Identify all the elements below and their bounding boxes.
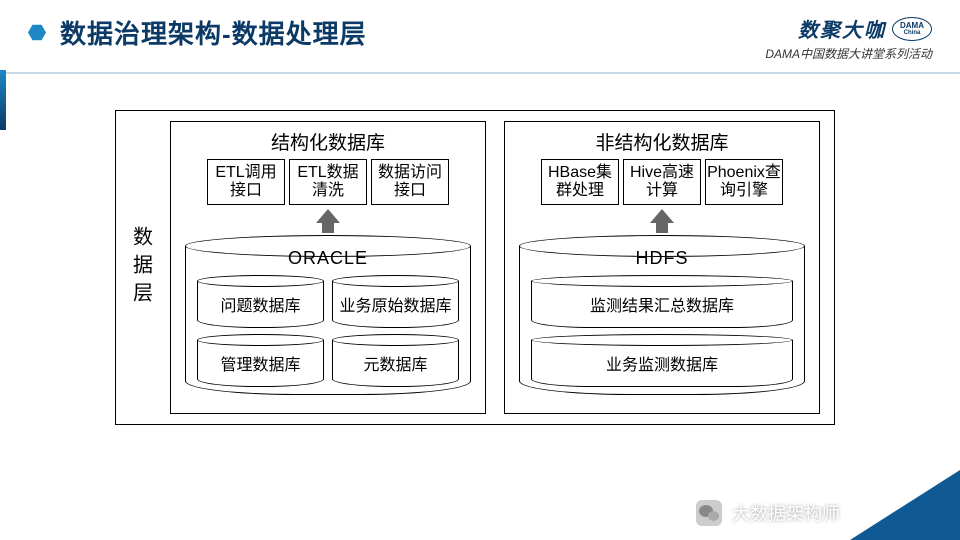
corner-decoration	[850, 470, 960, 540]
db-label: ORACLE	[185, 248, 471, 269]
db-cylinder: ORACLE 问题数据库 业务原始数据库 管理数据库 元数据库	[185, 235, 471, 395]
logo-bottom: China	[904, 30, 921, 36]
header: 数据治理架构-数据处理层 数聚大咖 DAMA China DAMA中国数据大讲堂…	[0, 0, 960, 74]
sub-db: 业务监测数据库	[531, 334, 793, 387]
brand-top: 数聚大咖 DAMA China	[765, 14, 932, 43]
box: ETL数据清洗	[289, 159, 367, 205]
box: ETL调用接口	[207, 159, 285, 205]
panel-structured: 结构化数据库 ETL调用接口 ETL数据清洗 数据访问接口 ORACLE 问题数…	[170, 121, 486, 414]
panel-unstructured: 非结构化数据库 HBase集群处理 Hive高速计算 Phoenix查询引擎 H…	[504, 121, 820, 414]
boxes-row: HBase集群处理 Hive高速计算 Phoenix查询引擎	[505, 159, 819, 205]
db-label: HDFS	[519, 248, 805, 269]
brand-block: 数聚大咖 DAMA China DAMA中国数据大讲堂系列活动	[765, 14, 932, 62]
box: HBase集群处理	[541, 159, 619, 205]
sub-db: 问题数据库	[197, 275, 324, 328]
panels: 结构化数据库 ETL调用接口 ETL数据清洗 数据访问接口 ORACLE 问题数…	[166, 111, 834, 424]
db-stack: ORACLE 问题数据库 业务原始数据库 管理数据库 元数据库	[185, 235, 471, 395]
arrow-up-icon	[647, 209, 677, 233]
diagram-outer: 数据层 结构化数据库 ETL调用接口 ETL数据清洗 数据访问接口 ORACLE…	[115, 110, 835, 425]
arrow-up-icon	[313, 209, 343, 233]
sub-db: 监测结果汇总数据库	[531, 275, 793, 328]
brand-sub: DAMA中国数据大讲堂系列活动	[765, 45, 932, 62]
arrow-wrap	[171, 209, 485, 233]
dama-logo-icon: DAMA China	[892, 17, 932, 41]
title-wrap: 数据治理架构-数据处理层	[28, 14, 367, 51]
boxes-row: ETL调用接口 ETL数据清洗 数据访问接口	[171, 159, 485, 205]
sub-db: 业务原始数据库	[332, 275, 459, 328]
sub-db: 元数据库	[332, 334, 459, 387]
panel-title: 结构化数据库	[171, 122, 485, 159]
wechat-icon	[696, 500, 722, 526]
side-accent	[0, 70, 6, 130]
page-title: 数据治理架构-数据处理层	[60, 14, 367, 51]
db-cylinder: HDFS 监测结果汇总数据库 业务监测数据库	[519, 235, 805, 395]
sub-dbs: 问题数据库 业务原始数据库 管理数据库 元数据库	[197, 275, 459, 387]
hex-icon	[28, 24, 46, 42]
db-stack: HDFS 监测结果汇总数据库 业务监测数据库	[519, 235, 805, 395]
arrow-wrap	[505, 209, 819, 233]
footer-label: 大数据架构师	[732, 500, 840, 526]
box: Phoenix查询引擎	[705, 159, 783, 205]
sub-db: 管理数据库	[197, 334, 324, 387]
logo-top: DAMA	[900, 22, 924, 30]
sub-dbs: 监测结果汇总数据库 业务监测数据库	[531, 275, 793, 387]
footer: 大数据架构师	[696, 500, 840, 526]
side-label: 数据层	[116, 111, 166, 424]
brand-cn: 数聚大咖	[798, 14, 886, 43]
panel-title: 非结构化数据库	[505, 122, 819, 159]
box: Hive高速计算	[623, 159, 701, 205]
box: 数据访问接口	[371, 159, 449, 205]
